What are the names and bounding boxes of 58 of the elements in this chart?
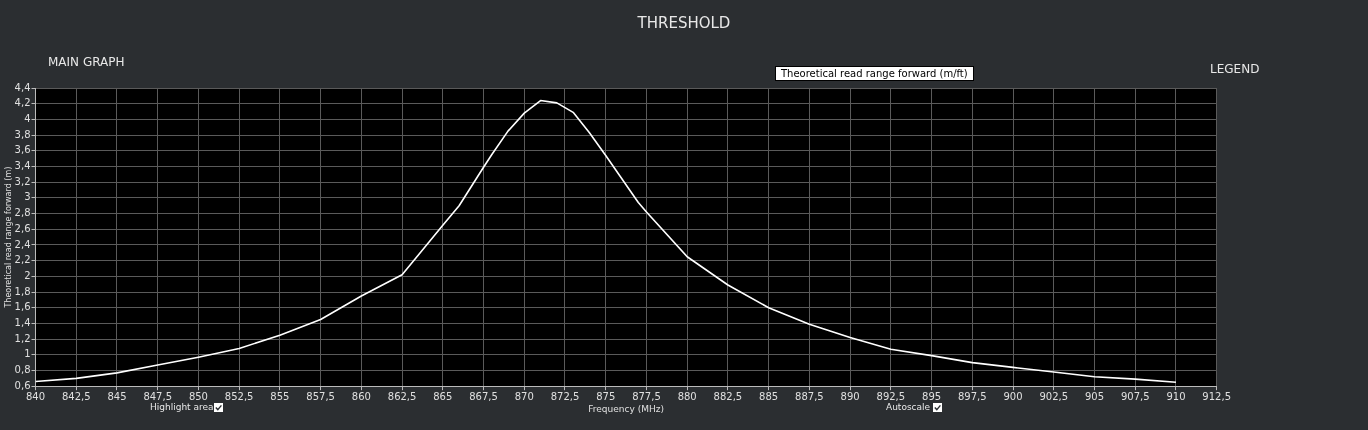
x-tick-label: 855 (270, 390, 290, 402)
text: Theoretical read range forward (m/ft) (775, 66, 974, 81)
text: Autoscale (886, 402, 931, 412)
x-tick-label: 912,5 (1202, 390, 1232, 402)
x-tick-label: 902,5 (1039, 390, 1069, 402)
x-tick-label: 890 (840, 390, 860, 402)
x-tick-label: 910 (1166, 390, 1186, 402)
chart-subtitle: MAIN GRAPH (48, 55, 125, 69)
x-tick-label: 875 (596, 390, 616, 402)
y-tick-label: 2,6 (14, 222, 31, 234)
y-tick-label: 3,6 (14, 144, 31, 156)
y-axis-title: Theoretical read range forward (m) (3, 166, 13, 309)
x-tick-label: 867,5 (469, 390, 498, 402)
y-tick-label: 0,6 (14, 379, 31, 391)
x-axis-title: Frequency (MHz) (588, 403, 664, 414)
y-tick-label: 3,2 (14, 175, 31, 187)
x-tick-label: 905 (1084, 390, 1105, 402)
x-tick-label: 847,5 (143, 390, 173, 402)
x-tick-label: 895 (922, 390, 942, 402)
x-tick-label: 900 (1003, 390, 1023, 402)
y-tick-label: 1 (24, 348, 31, 360)
x-tick-label: 885 (759, 390, 779, 402)
y-tick-label: 3 (24, 191, 31, 203)
x-tick-label: 852,5 (224, 390, 254, 402)
x-tick-label: 840 (25, 390, 46, 402)
y-tick-label: 1,6 (14, 301, 31, 313)
x-tick-label: 850 (188, 390, 208, 402)
x-tick-label: 887,5 (795, 390, 824, 402)
text: Highlight area (150, 402, 214, 412)
x-tick-label: 860 (351, 390, 371, 402)
x-tick-label: 880 (677, 390, 697, 402)
x-tick-label: 872,5 (550, 390, 580, 402)
x-tick-label: 865 (433, 390, 453, 402)
y-tick-label: 2,8 (14, 207, 31, 219)
x-tick-label: 862,5 (387, 390, 417, 402)
y-tick-label: 3,8 (14, 128, 31, 140)
y-tick-label: 2,4 (14, 238, 31, 250)
x-tick-label: 845 (107, 390, 127, 402)
y-tick-label: 3,4 (14, 160, 31, 172)
y-tick-label: 2,2 (14, 254, 31, 266)
text: LEGEND (1210, 62, 1260, 76)
x-tick-label: 882,5 (713, 390, 743, 402)
y-tick-label: 4,2 (14, 97, 31, 109)
y-tick-label: 2 (24, 269, 31, 281)
chart-title: THRESHOLD (636, 14, 732, 32)
y-tick-label: 4 (24, 112, 31, 124)
y-tick-label: 1,8 (14, 285, 31, 297)
x-tick-label: 892,5 (876, 390, 906, 402)
y-tick-label: 1,2 (14, 332, 31, 344)
x-tick-label: 870 (514, 390, 534, 402)
y-tick-label: 1,4 (14, 317, 31, 329)
x-tick-label: 877,5 (632, 390, 661, 402)
y-tick-label: 0,8 (14, 364, 31, 376)
x-tick-label: 857,5 (306, 390, 335, 402)
x-tick-label: 842,5 (61, 390, 91, 402)
y-tick-label: 4,4 (14, 81, 31, 93)
x-tick-label: 907,5 (1120, 390, 1150, 402)
x-tick-label: 897,5 (957, 390, 987, 402)
